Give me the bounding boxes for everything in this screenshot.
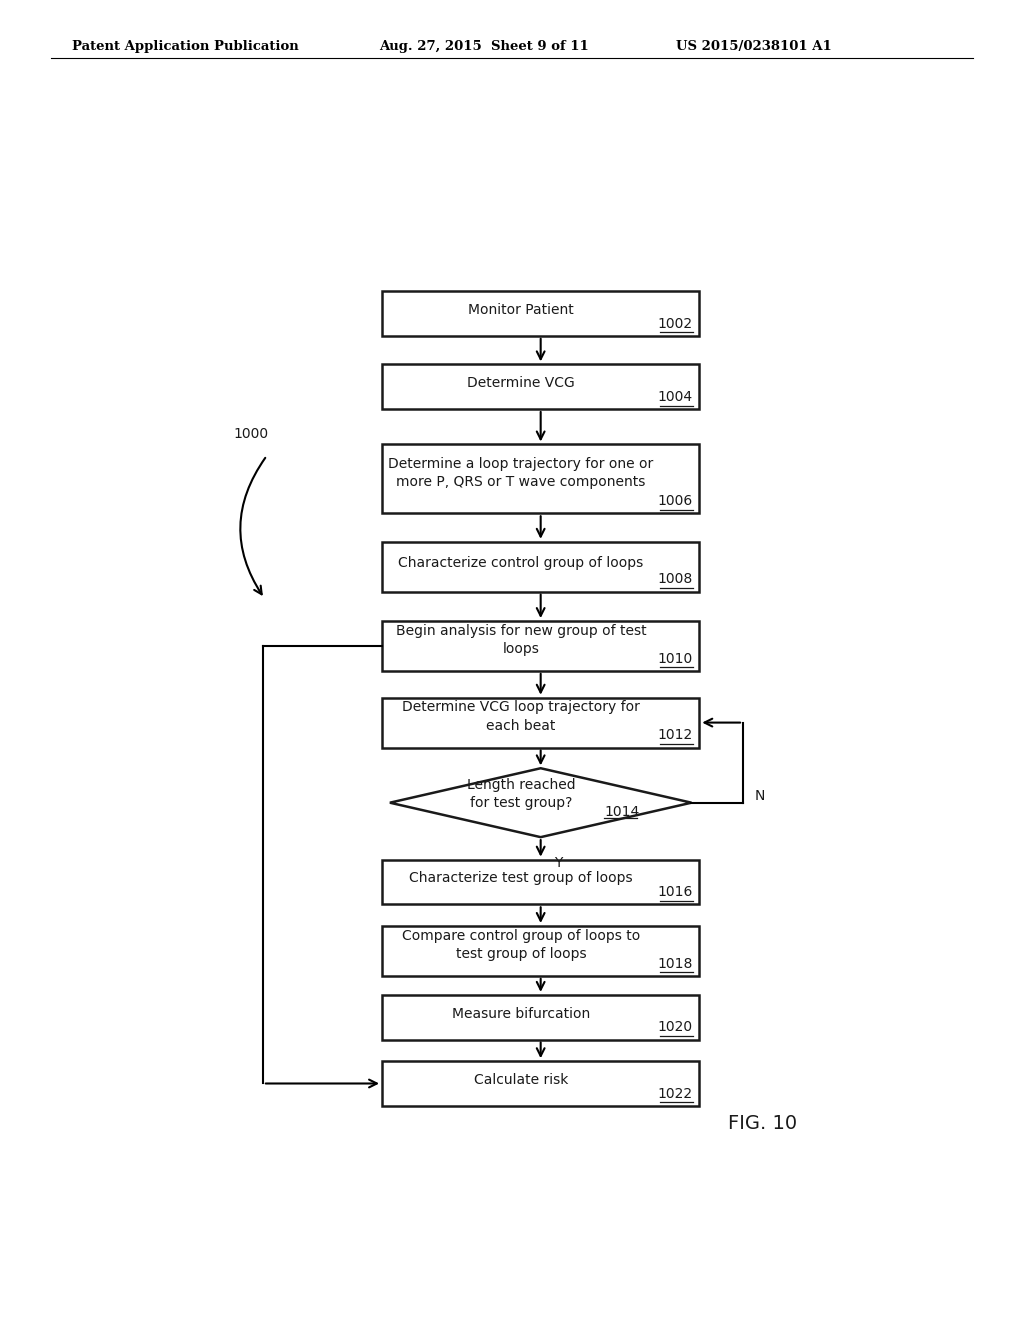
Text: 1016: 1016 xyxy=(657,886,693,899)
Text: 1008: 1008 xyxy=(657,573,693,586)
FancyBboxPatch shape xyxy=(382,445,699,513)
FancyBboxPatch shape xyxy=(382,541,699,591)
Text: FIG. 10: FIG. 10 xyxy=(728,1114,798,1133)
Text: Aug. 27, 2015  Sheet 9 of 11: Aug. 27, 2015 Sheet 9 of 11 xyxy=(379,40,589,53)
Text: 1020: 1020 xyxy=(657,1020,693,1035)
Text: Begin analysis for new group of test
loops: Begin analysis for new group of test loo… xyxy=(395,623,646,656)
FancyBboxPatch shape xyxy=(382,995,699,1040)
Text: Measure bifurcation: Measure bifurcation xyxy=(452,1007,590,1020)
Text: Characterize test group of loops: Characterize test group of loops xyxy=(409,871,633,886)
Text: 1002: 1002 xyxy=(657,317,693,331)
Text: 1012: 1012 xyxy=(657,729,693,742)
Text: 1014: 1014 xyxy=(604,805,639,820)
Text: 1018: 1018 xyxy=(657,957,693,970)
Text: Y: Y xyxy=(554,857,562,870)
Text: Determine a loop trajectory for one or
more P, QRS or T wave components: Determine a loop trajectory for one or m… xyxy=(388,457,653,488)
FancyBboxPatch shape xyxy=(382,1061,699,1106)
Text: Monitor Patient: Monitor Patient xyxy=(468,304,573,317)
FancyBboxPatch shape xyxy=(382,290,699,335)
FancyBboxPatch shape xyxy=(382,859,699,904)
Text: Determine VCG loop trajectory for
each beat: Determine VCG loop trajectory for each b… xyxy=(401,701,640,733)
Text: 1000: 1000 xyxy=(233,428,268,441)
Text: 1010: 1010 xyxy=(657,652,693,665)
FancyBboxPatch shape xyxy=(382,925,699,975)
Text: Compare control group of loops to
test group of loops: Compare control group of loops to test g… xyxy=(401,928,640,961)
FancyBboxPatch shape xyxy=(382,364,699,409)
FancyBboxPatch shape xyxy=(382,620,699,671)
Text: 1022: 1022 xyxy=(657,1086,693,1101)
Text: US 2015/0238101 A1: US 2015/0238101 A1 xyxy=(676,40,831,53)
Text: Characterize control group of loops: Characterize control group of loops xyxy=(398,556,643,570)
Text: 1004: 1004 xyxy=(657,389,693,404)
Text: Patent Application Publication: Patent Application Publication xyxy=(72,40,298,53)
Text: Calculate risk: Calculate risk xyxy=(474,1073,568,1088)
Text: Determine VCG: Determine VCG xyxy=(467,376,574,391)
Text: N: N xyxy=(755,789,765,803)
Text: Length reached
for test group?: Length reached for test group? xyxy=(467,777,575,810)
FancyBboxPatch shape xyxy=(382,697,699,747)
Text: 1006: 1006 xyxy=(657,494,693,508)
Polygon shape xyxy=(390,768,691,837)
